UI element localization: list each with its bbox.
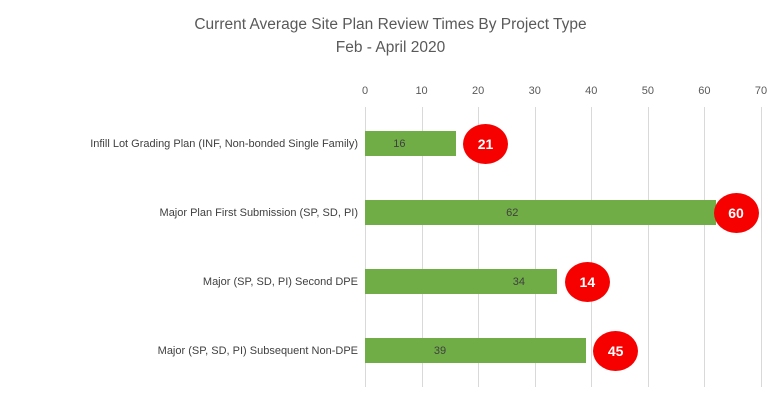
bar (365, 131, 456, 156)
marker-circle: 21 (463, 124, 508, 164)
marker-value-label: 14 (579, 274, 596, 290)
marker-circle: 45 (593, 331, 639, 371)
category-label: Major (SP, SD, PI) Second DPE (202, 276, 358, 288)
x-axis-tick-label: 20 (472, 85, 485, 97)
bar-value-label: 62 (506, 207, 519, 219)
grid-line (704, 107, 706, 387)
chart-title: Current Average Site Plan Review Times B… (0, 13, 781, 59)
bar (365, 200, 716, 225)
grid-line (591, 107, 593, 387)
category-label: Major Plan First Submission (SP, SD, PI) (159, 207, 358, 219)
x-axis-tick-label: 10 (415, 85, 428, 97)
bar-value-label: 16 (393, 138, 406, 150)
x-axis-tick-label: 60 (698, 85, 711, 97)
marker-value-label: 60 (728, 205, 744, 221)
bar (365, 338, 586, 363)
marker-circle: 60 (713, 193, 759, 233)
grid-line (365, 107, 366, 387)
grid-line (478, 107, 480, 387)
x-axis-tick-label: 30 (528, 85, 541, 97)
chart-title-line2: Feb - April 2020 (335, 39, 446, 56)
marker-value-label: 21 (477, 136, 494, 152)
x-axis-tick-label: 50 (641, 85, 654, 97)
x-axis-tick-label: 0 (361, 85, 369, 97)
marker-value-label: 45 (607, 343, 624, 359)
grid-line (421, 107, 423, 387)
bar-value-label: 39 (433, 345, 447, 357)
chart-title-line1: Current Average Site Plan Review Times B… (194, 16, 587, 33)
x-axis-tick-label: 70 (754, 85, 768, 97)
category-label: Infill Lot Grading Plan (INF, Non-bonded… (90, 138, 358, 150)
grid-line (647, 107, 649, 387)
bar (365, 269, 558, 294)
bar-value-label: 34 (512, 276, 525, 288)
grid-line (534, 107, 536, 387)
x-axis-tick-label: 40 (585, 85, 598, 97)
grid-line (761, 107, 762, 387)
category-label: Major (SP, SD, PI) Subsequent Non-DPE (157, 345, 358, 357)
marker-circle: 14 (564, 262, 610, 302)
